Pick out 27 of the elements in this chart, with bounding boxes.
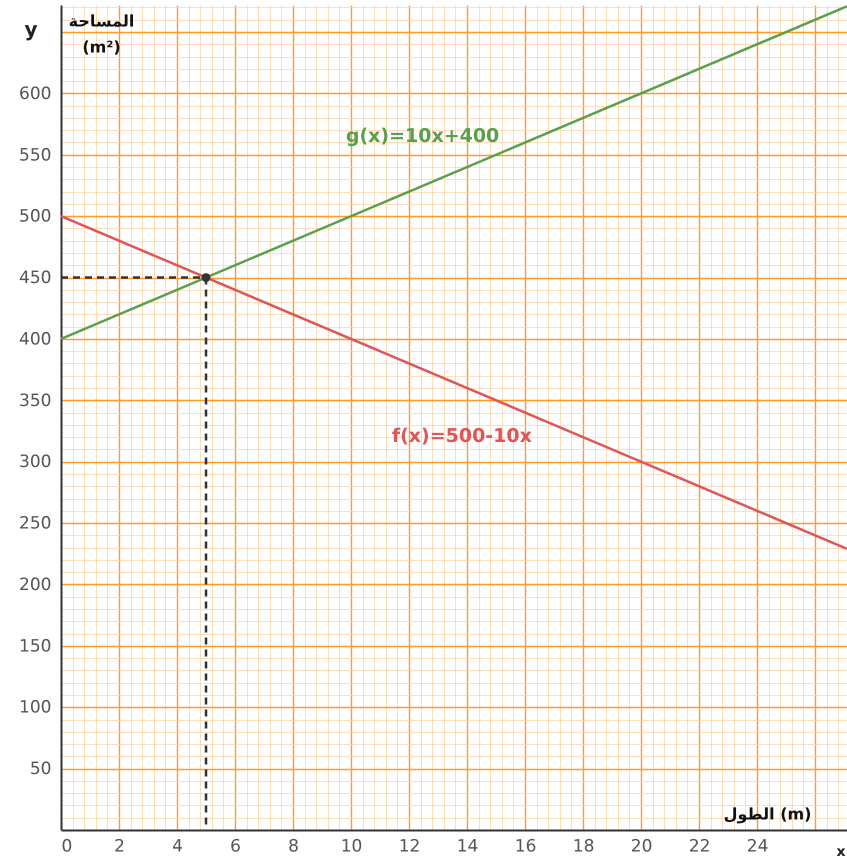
x-tick-label: 18 (572, 836, 594, 856)
y-tick-label: 400 (19, 329, 52, 350)
y-tick-label: 600 (19, 84, 52, 104)
x-tick-label: 6 (230, 836, 241, 856)
y-tick-label: 150 (19, 636, 52, 656)
y-tick-label: 250 (19, 514, 52, 534)
x-tick-label: 10 (340, 836, 362, 856)
y-tick-label: 350 (19, 390, 52, 411)
y-tick-label: 450 (19, 268, 52, 288)
y-tick-label: 550 (19, 145, 52, 166)
y-tick-label: 100 (19, 698, 52, 718)
x-tick-label: 0 (62, 836, 72, 856)
x-tick-label: 2 (114, 836, 125, 856)
y-tick-label: 300 (19, 452, 52, 472)
x-tick-label: 4 (172, 836, 183, 856)
x-tick-label: 14 (456, 836, 478, 856)
x-tick-label: 22 (688, 836, 710, 856)
x-tick-label: 20 (630, 836, 652, 856)
y-tick-label: 500 (19, 206, 52, 227)
y-tick-label: 200 (19, 574, 52, 595)
x-tick-label: 12 (398, 836, 420, 856)
text: y (24, 17, 38, 41)
x-tick-label: 16 (514, 836, 536, 856)
text: x (836, 844, 846, 860)
y-tick-label: 50 (30, 759, 52, 780)
x-tick-label: 8 (288, 836, 299, 856)
x-tick-label: 24 (746, 836, 768, 856)
